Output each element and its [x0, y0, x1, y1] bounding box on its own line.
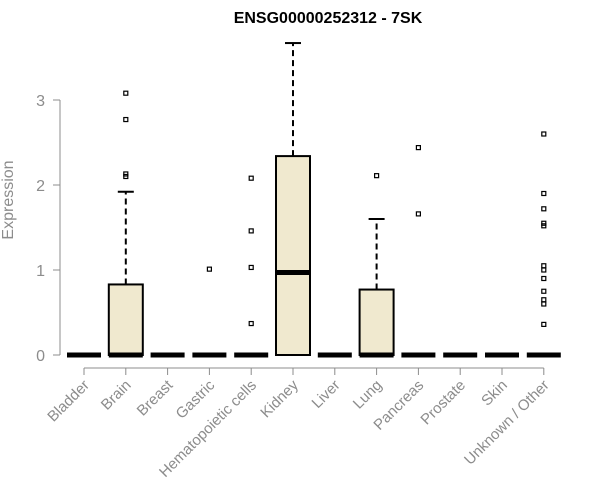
box-group: [275, 42, 311, 356]
outlier-point: [541, 267, 547, 273]
outlier-point: [541, 131, 547, 137]
box-group: [526, 131, 561, 358]
outlier-point: [248, 264, 254, 271]
x-tick-label: Brain: [98, 377, 135, 414]
outlier-point: [541, 190, 547, 197]
x-tick-label: Skin: [478, 377, 511, 410]
box-group: [401, 145, 436, 358]
outlier-point: [248, 228, 254, 234]
outlier-point: [541, 206, 547, 212]
y-tick-label: 0: [36, 348, 45, 365]
box-group: [234, 175, 269, 358]
box-group: [107, 90, 144, 358]
outlier-point: [248, 175, 254, 181]
x-tick-label: Liver: [309, 377, 344, 412]
outlier-point: [206, 266, 212, 272]
y-tick-label: 1: [36, 263, 45, 280]
outlier-point: [541, 321, 547, 327]
y-tick-label: 3: [36, 93, 45, 110]
boxes: [67, 42, 561, 358]
outlier-point: [541, 297, 547, 303]
box-iqr: [358, 288, 395, 356]
outlier-point: [248, 320, 254, 327]
outlier-point: [415, 145, 421, 151]
box-iqr: [107, 283, 144, 357]
outlier-point: [415, 211, 421, 217]
y-axis: 0 1 2 3: [36, 93, 61, 365]
box-iqr: [275, 155, 311, 356]
outlier-point: [374, 173, 380, 179]
x-tick-label: Bladder: [44, 377, 93, 426]
x-tick-label: Breast: [134, 376, 177, 419]
outlier-point: [541, 220, 547, 226]
x-tick-label: Lung: [350, 377, 386, 413]
outlier-point: [541, 275, 547, 282]
outlier-point: [541, 301, 547, 307]
outlier-point: [541, 263, 547, 269]
outlier-point: [541, 288, 547, 294]
x-tick-label: Prostate: [417, 377, 469, 429]
chart-title: ENSG00000252312 - 7SK: [234, 10, 423, 27]
box-group: [358, 173, 395, 358]
box-group: [192, 266, 227, 358]
y-axis-label: Expression: [0, 160, 17, 239]
x-tick-label: Kidney: [257, 376, 302, 421]
y-tick-label: 2: [36, 178, 45, 195]
outlier-point: [123, 171, 129, 177]
outlier-point: [123, 116, 129, 123]
outlier-point: [123, 90, 129, 96]
